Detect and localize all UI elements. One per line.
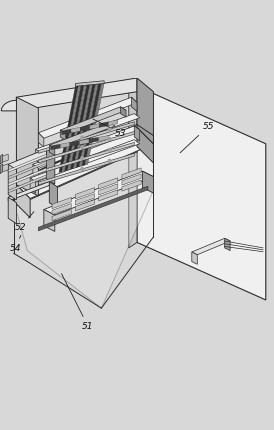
Polygon shape — [38, 133, 44, 147]
Polygon shape — [33, 126, 140, 169]
Polygon shape — [70, 141, 79, 146]
Polygon shape — [33, 164, 38, 179]
Polygon shape — [192, 252, 197, 264]
Text: 55: 55 — [180, 122, 214, 153]
Polygon shape — [51, 144, 60, 150]
Polygon shape — [52, 203, 71, 215]
Polygon shape — [38, 132, 134, 163]
Polygon shape — [8, 181, 49, 201]
Polygon shape — [38, 122, 134, 154]
Polygon shape — [8, 197, 16, 224]
Polygon shape — [38, 142, 134, 174]
Text: 53: 53 — [93, 119, 127, 138]
Polygon shape — [60, 130, 66, 141]
Circle shape — [108, 148, 111, 151]
Polygon shape — [75, 81, 104, 86]
Polygon shape — [75, 200, 95, 211]
Polygon shape — [1, 97, 16, 111]
Polygon shape — [122, 168, 141, 179]
Polygon shape — [90, 123, 99, 129]
Polygon shape — [67, 85, 87, 170]
Polygon shape — [129, 86, 137, 248]
Circle shape — [108, 128, 111, 131]
Polygon shape — [44, 209, 55, 231]
Polygon shape — [3, 154, 8, 162]
Polygon shape — [49, 123, 115, 149]
Text: 52: 52 — [15, 212, 34, 232]
Polygon shape — [99, 190, 118, 201]
Polygon shape — [79, 84, 98, 167]
Polygon shape — [44, 171, 153, 215]
Polygon shape — [38, 97, 137, 138]
Polygon shape — [73, 85, 93, 169]
Circle shape — [81, 146, 84, 148]
Polygon shape — [8, 168, 47, 186]
Polygon shape — [38, 186, 148, 231]
Polygon shape — [99, 122, 109, 127]
Polygon shape — [137, 86, 266, 300]
Polygon shape — [14, 127, 153, 199]
Polygon shape — [109, 120, 118, 126]
Circle shape — [81, 136, 84, 139]
Polygon shape — [65, 86, 84, 171]
Polygon shape — [137, 78, 153, 144]
Polygon shape — [47, 149, 55, 184]
Polygon shape — [62, 86, 81, 172]
Polygon shape — [8, 154, 47, 172]
Polygon shape — [99, 178, 118, 189]
Polygon shape — [75, 187, 95, 199]
Polygon shape — [82, 84, 101, 166]
Polygon shape — [52, 209, 71, 221]
Polygon shape — [192, 238, 230, 255]
Polygon shape — [49, 181, 58, 208]
Polygon shape — [76, 84, 96, 168]
Polygon shape — [122, 174, 141, 185]
Polygon shape — [16, 97, 38, 196]
Polygon shape — [225, 238, 230, 251]
Polygon shape — [16, 78, 137, 111]
Polygon shape — [8, 149, 47, 172]
Polygon shape — [14, 182, 30, 218]
Circle shape — [81, 168, 84, 170]
Polygon shape — [38, 154, 134, 185]
Polygon shape — [30, 178, 36, 193]
Polygon shape — [142, 171, 153, 193]
Polygon shape — [52, 197, 71, 209]
Polygon shape — [71, 127, 80, 133]
Polygon shape — [70, 85, 90, 169]
Polygon shape — [122, 180, 141, 191]
Polygon shape — [137, 127, 153, 163]
Circle shape — [108, 160, 111, 162]
Polygon shape — [59, 86, 78, 172]
Polygon shape — [121, 107, 126, 117]
Text: 54: 54 — [10, 235, 21, 252]
Polygon shape — [8, 161, 47, 179]
Polygon shape — [80, 126, 90, 131]
Polygon shape — [62, 129, 71, 135]
Polygon shape — [8, 175, 47, 193]
Polygon shape — [0, 164, 3, 174]
Polygon shape — [79, 139, 89, 144]
Polygon shape — [3, 164, 8, 172]
Polygon shape — [60, 142, 70, 148]
Polygon shape — [30, 140, 140, 182]
Polygon shape — [85, 83, 104, 165]
Polygon shape — [75, 194, 95, 205]
Polygon shape — [36, 114, 140, 154]
Polygon shape — [134, 126, 140, 141]
Polygon shape — [89, 137, 99, 143]
Polygon shape — [60, 107, 126, 134]
Polygon shape — [8, 164, 16, 200]
Polygon shape — [99, 184, 118, 195]
Circle shape — [81, 157, 84, 160]
Polygon shape — [49, 145, 55, 156]
Polygon shape — [36, 149, 41, 164]
Polygon shape — [99, 135, 108, 141]
Polygon shape — [132, 97, 137, 111]
Polygon shape — [14, 127, 137, 207]
Text: 51: 51 — [62, 273, 94, 331]
Polygon shape — [14, 125, 153, 308]
Circle shape — [108, 138, 111, 140]
Polygon shape — [0, 154, 3, 164]
